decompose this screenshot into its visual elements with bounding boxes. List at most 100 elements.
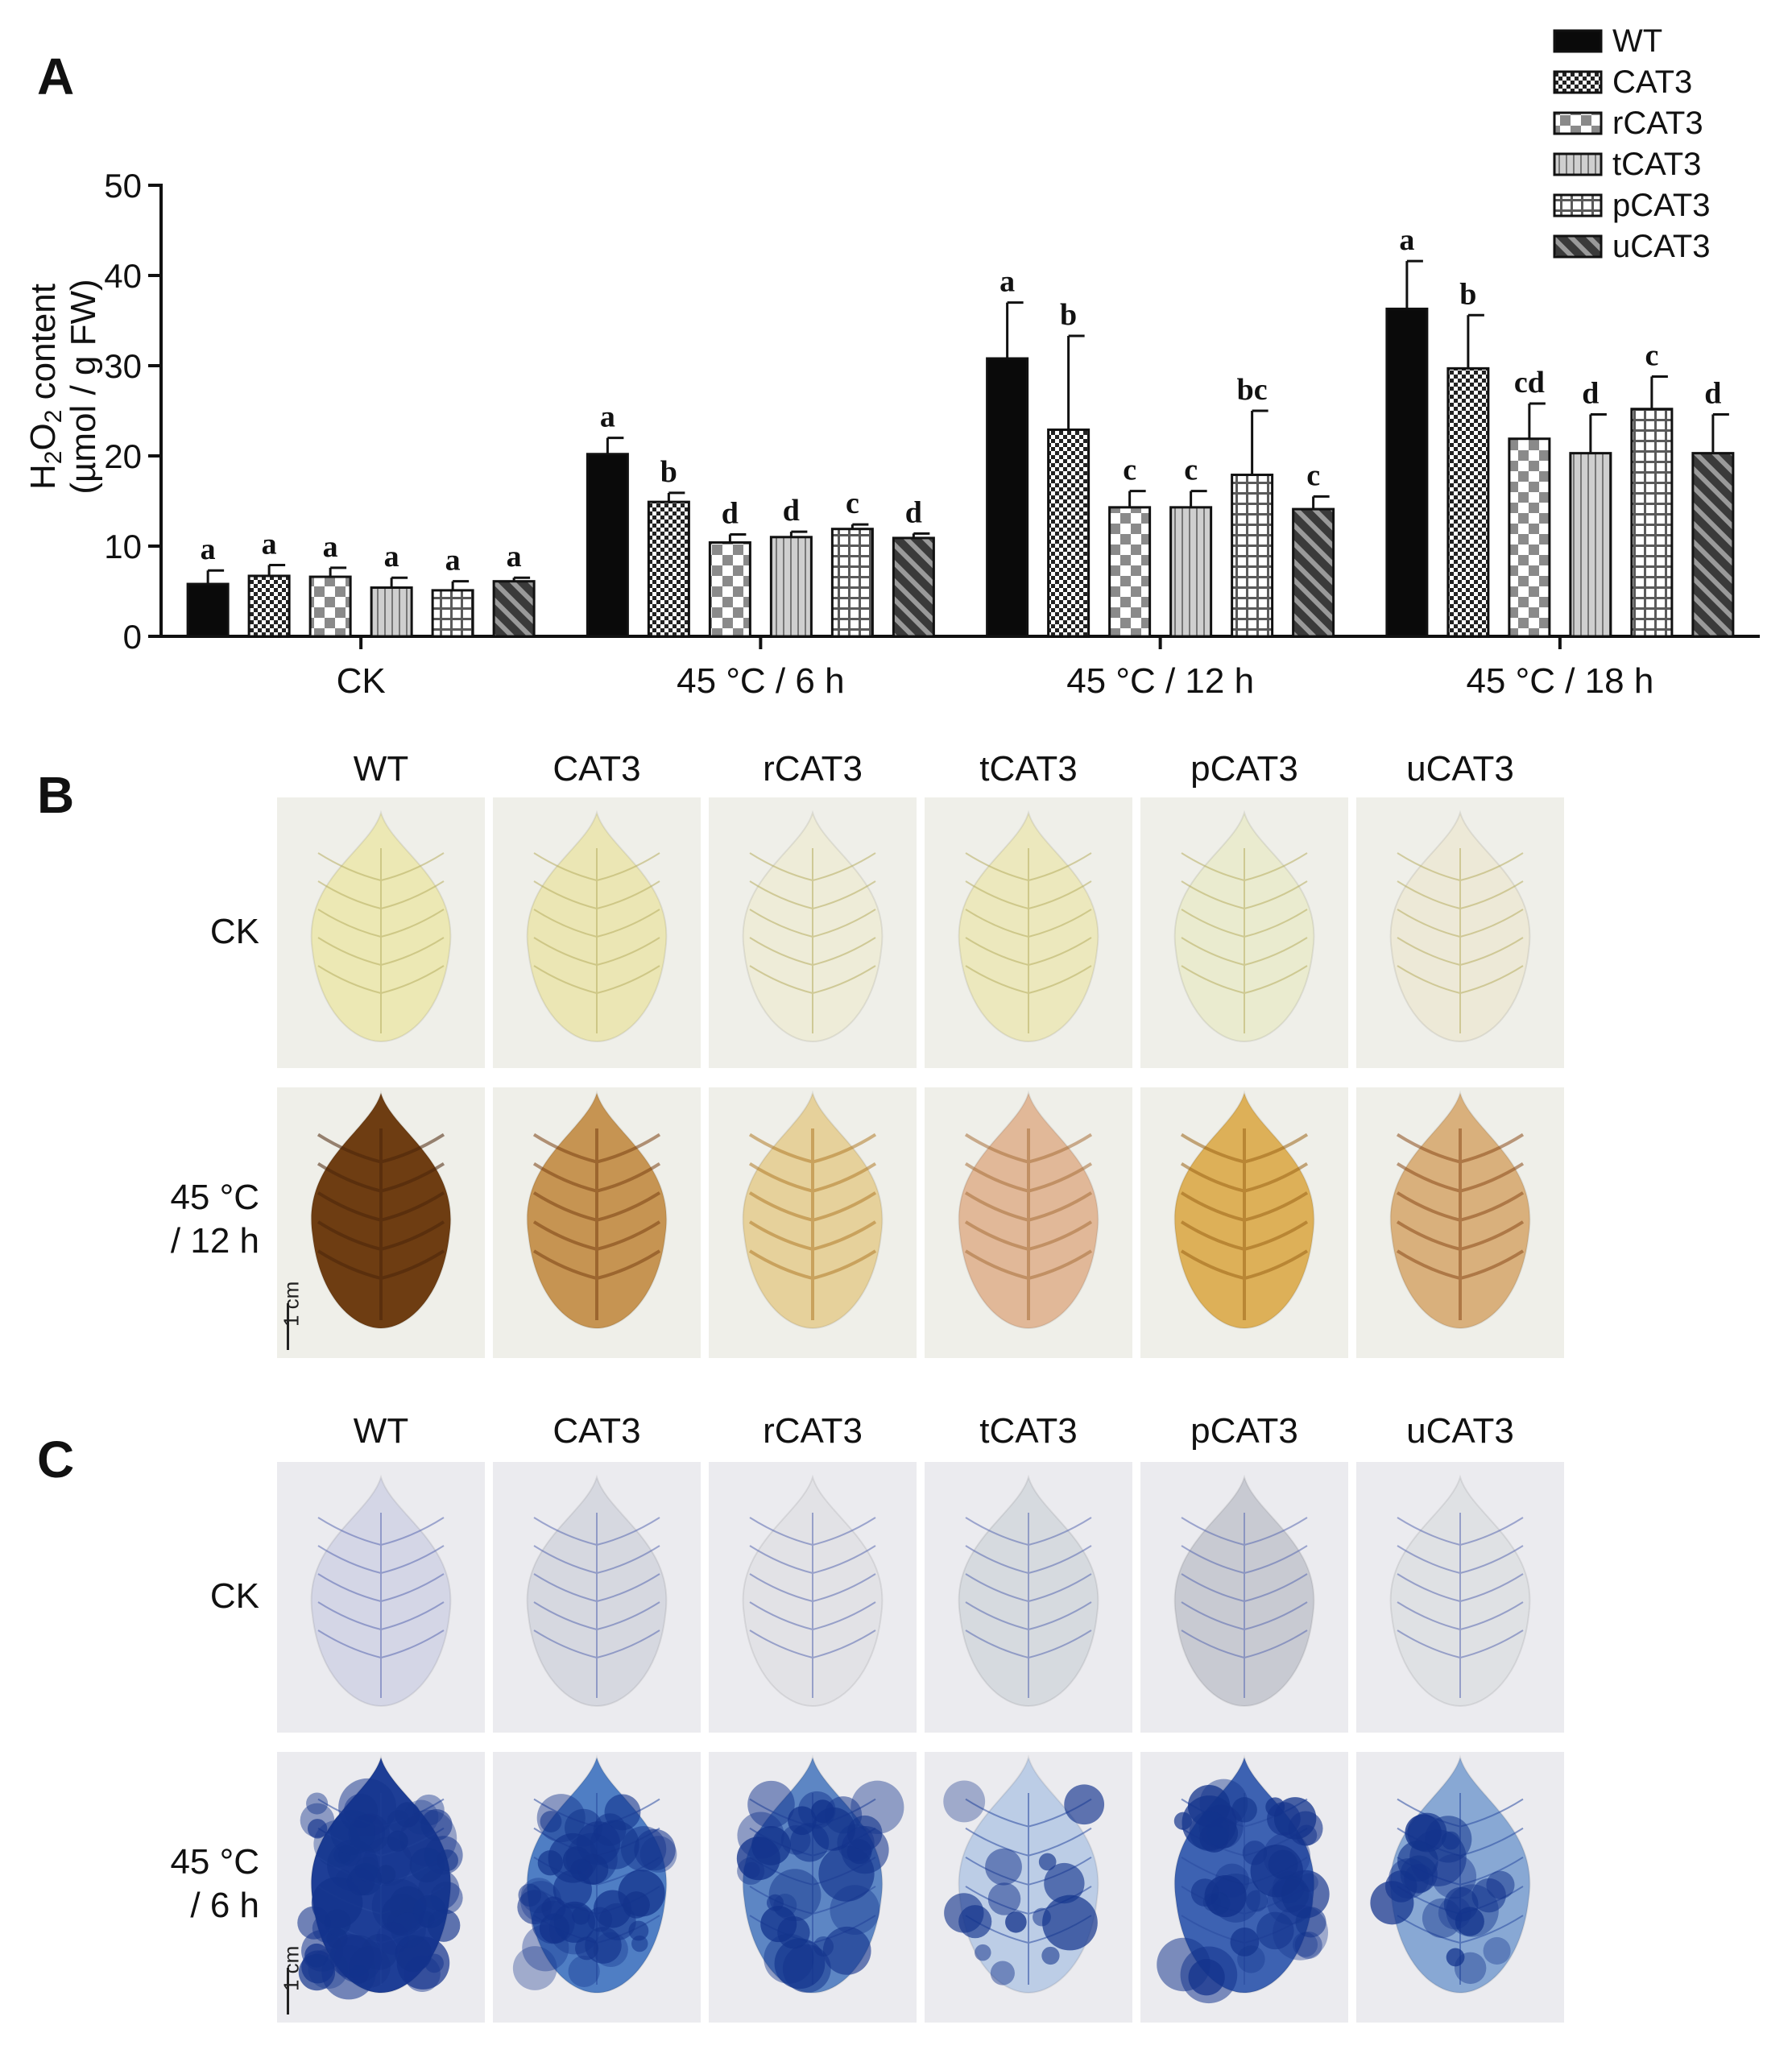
legend-label-tCAT3: tCAT3	[1612, 147, 1701, 182]
legend-swatch-WT	[1553, 29, 1603, 53]
x-tick-label: 45 °C / 6 h	[677, 661, 844, 701]
y-axis-title-line2: (µmol / g FW)	[64, 279, 103, 494]
y-axis-title-line1: H2O2 content	[23, 284, 67, 490]
leaf-photo-rCAT3-1	[709, 1752, 917, 2023]
row-label-1: 45 °C / 12 h	[170, 1178, 259, 1261]
legend-swatch-rCAT3	[1553, 111, 1603, 135]
leaf-photo-CAT3-1	[493, 1752, 701, 2023]
y-tick-label: 0	[123, 618, 142, 656]
row-label-1: 45 °C / 6 h	[170, 1842, 259, 1925]
y-tick-label: 30	[104, 347, 142, 385]
bar-uCAT3-0	[492, 580, 536, 638]
leaf-photo-CAT3-0	[493, 797, 701, 1068]
significance-letter: a	[600, 400, 615, 434]
column-label-tCAT3: tCAT3	[979, 1411, 1078, 1451]
column-label-pCAT3: pCAT3	[1190, 749, 1298, 789]
x-tick-label: CK	[337, 661, 386, 701]
leaf-photo-WT-0	[277, 1462, 485, 1733]
bar-WT-0	[186, 582, 230, 638]
bar-WT-3	[1385, 307, 1429, 638]
leaf-photo-tCAT3-1	[925, 1752, 1132, 2023]
significance-letter: bc	[1237, 373, 1268, 407]
significance-letter: a	[507, 540, 522, 574]
column-label-uCAT3: uCAT3	[1406, 1411, 1514, 1451]
significance-letter: c	[1184, 453, 1198, 487]
column-label-WT: WT	[353, 1411, 409, 1451]
x-tick-label: 45 °C / 18 h	[1466, 661, 1653, 701]
column-label-rCAT3: rCAT3	[763, 1411, 863, 1451]
significance-letter: a	[262, 528, 277, 561]
column-label-CAT3: CAT3	[552, 749, 641, 789]
leaf-photo-tCAT3-0	[925, 1462, 1132, 1733]
column-label-uCAT3: uCAT3	[1406, 749, 1514, 789]
legend-label-rCAT3: rCAT3	[1612, 106, 1703, 141]
leaf-photo-pCAT3-1	[1140, 1752, 1348, 2023]
y-tick-label: 40	[104, 257, 142, 295]
significance-letter: b	[1459, 277, 1476, 311]
significance-letter: a	[201, 532, 216, 566]
leaf-photo-WT-0	[277, 797, 485, 1068]
significance-letter: d	[722, 496, 739, 530]
scale-bar-label: 1 cm	[279, 1945, 304, 1991]
row-label-0: CK	[209, 1576, 259, 1616]
bar-tCAT3-2	[1169, 506, 1213, 638]
significance-letter: a	[384, 540, 399, 574]
y-tick-label: 20	[104, 437, 142, 475]
bar-uCAT3-2	[1292, 507, 1335, 638]
leaf-photo-pCAT3-0	[1140, 797, 1348, 1068]
leaf-photo-pCAT3-0	[1140, 1462, 1348, 1733]
significance-letter: d	[905, 495, 922, 529]
significance-letter: d	[1582, 376, 1599, 410]
leaf-photo-uCAT3-1	[1356, 1087, 1564, 1358]
y-tick-label: 50	[104, 167, 142, 205]
legend-label-pCAT3: pCAT3	[1612, 188, 1711, 223]
bar-uCAT3-1	[892, 536, 935, 638]
legend-swatch-tCAT3	[1553, 152, 1603, 176]
bar-pCAT3-2	[1231, 474, 1274, 638]
bar-CAT3-1	[647, 500, 690, 638]
legend-label-WT: WT	[1612, 23, 1662, 59]
panel-label-b: B	[37, 766, 75, 824]
bar-tCAT3-3	[1569, 452, 1612, 638]
significance-letter: b	[660, 455, 677, 489]
leaf-photo-rCAT3-1	[709, 1087, 917, 1358]
y-tick-label: 10	[104, 528, 142, 565]
legend-swatch-pCAT3	[1553, 193, 1603, 217]
leaf-photo-pCAT3-1	[1140, 1087, 1348, 1358]
bar-pCAT3-3	[1630, 408, 1674, 638]
column-label-rCAT3: rCAT3	[763, 749, 863, 789]
h2o2-bar-chart: 0 10 20 30 40 50 CK 45 °C / 6 h 45 °C / 12 h 45 °…	[23, 23, 1760, 701]
leaf-photo-WT-1	[277, 1087, 485, 1358]
leaf-photo-uCAT3-0	[1356, 1462, 1564, 1733]
leaf-photo-uCAT3-0	[1356, 797, 1564, 1068]
significance-letter: a	[323, 530, 338, 564]
significance-letter: cd	[1514, 366, 1545, 400]
bar-CAT3-3	[1446, 366, 1490, 638]
leaf-photo-CAT3-0	[493, 1462, 701, 1733]
bar-rCAT3-0	[308, 575, 352, 638]
bar-rCAT3-1	[708, 541, 751, 638]
leaf-photo-WT-1	[277, 1752, 485, 2023]
significance-letter: c	[1123, 453, 1136, 487]
significance-letter: c	[1645, 338, 1658, 372]
x-tick-label: 45 °C / 12 h	[1066, 661, 1254, 701]
leaf-photo-tCAT3-0	[925, 797, 1132, 1068]
bar-CAT3-2	[1047, 429, 1091, 638]
legend-label-uCAT3: uCAT3	[1612, 229, 1711, 264]
row-label-0: CK	[209, 912, 259, 951]
significance-letter: a	[445, 544, 461, 578]
significance-letter: b	[1060, 298, 1077, 332]
bar-WT-2	[986, 357, 1029, 638]
leaf-photo-CAT3-1	[493, 1087, 701, 1358]
scale-bar-label: 1 cm	[279, 1281, 304, 1327]
panel-label-c: C	[37, 1431, 75, 1489]
legend-label-CAT3: CAT3	[1612, 64, 1692, 100]
bar-WT-1	[586, 453, 629, 638]
column-label-CAT3: CAT3	[552, 1411, 641, 1451]
bar-tCAT3-1	[769, 536, 813, 638]
significance-letter: c	[1306, 458, 1320, 492]
bar-pCAT3-1	[830, 528, 874, 638]
bar-rCAT3-2	[1108, 506, 1152, 638]
significance-letter: a	[999, 265, 1015, 299]
legend-swatch-uCAT3	[1553, 234, 1603, 259]
